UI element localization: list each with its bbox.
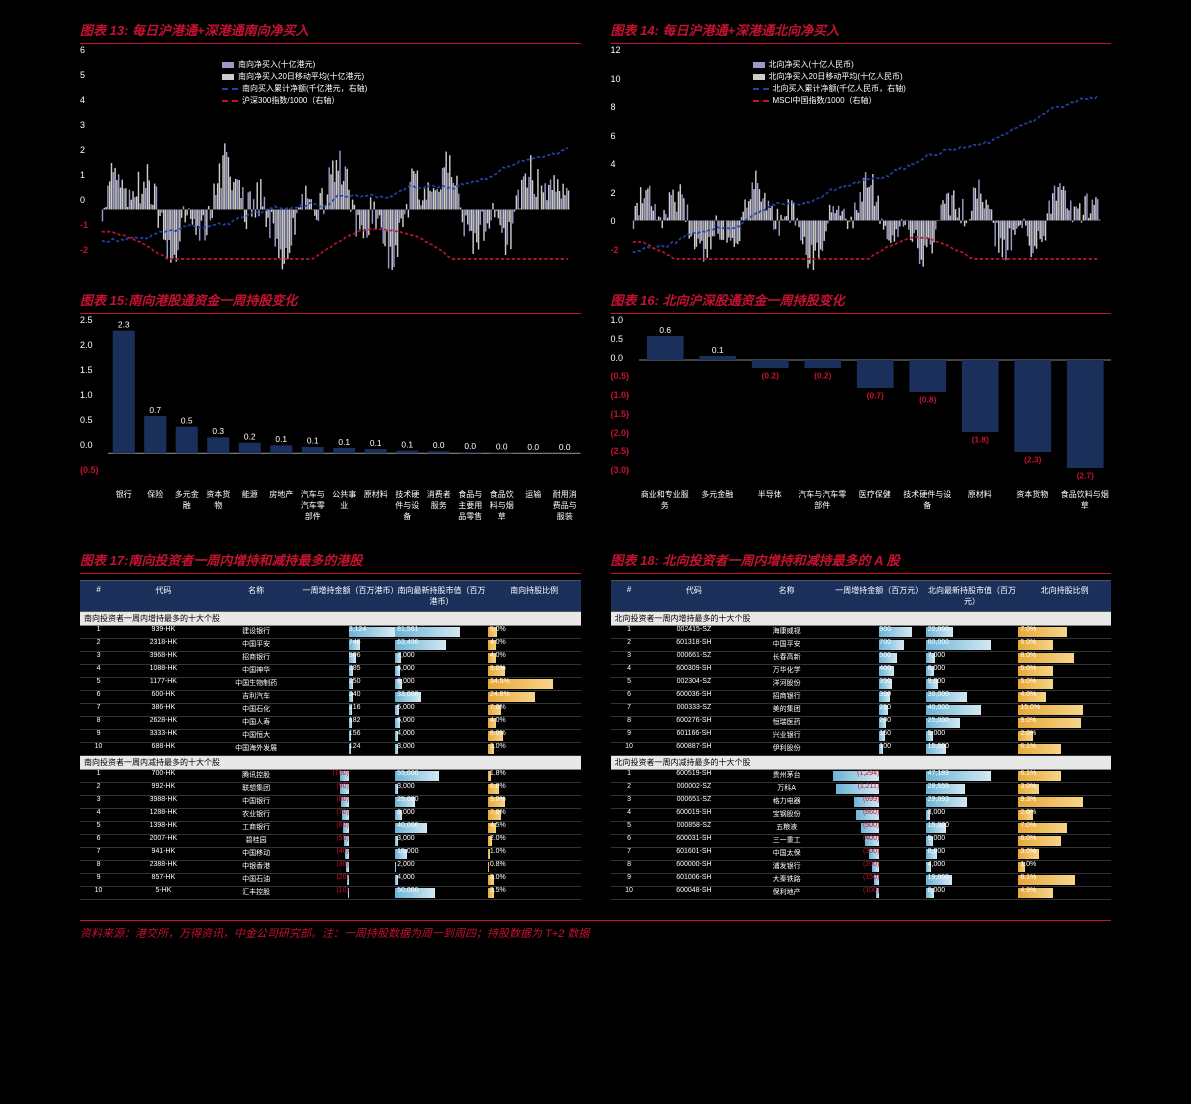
svg-text:(0.7): (0.7) <box>866 391 883 401</box>
chart-18-panel: 图表 18: 北向投资者一周内增持和减持最多的 A 股 #代码名称一周增持金额（… <box>611 550 1112 900</box>
chart-16-title: 图表 16: 北向沪深股通资金一周持股变化 <box>611 290 1112 314</box>
svg-text:(2.3): (2.3) <box>1024 455 1041 465</box>
table-row: 105-HK汇丰控股(10)50,0003.5% <box>80 887 581 900</box>
x-labels: 商业和专业服务多元金融半导体汽车与汽车零部件医疗保健技术硬件与设备原材料资本货物… <box>639 489 1112 511</box>
chart-17-table: #代码名称一周增持金额（百万港币）南向最新持股市值（百万港币）南向持股比例 南向… <box>80 580 581 900</box>
chart-15-svg: 2.3 0.7 0.5 0.3 0.2 0.1 0.1 0.1 0.1 0.1 0.0 0.0 0.0 0… <box>108 320 581 480</box>
table-row: 7941-HK中国移动(40)15,0001.0% <box>80 848 581 861</box>
table-row: 1002415-SZ海康威视90020,0007.0% <box>611 626 1112 639</box>
chart-17-title: 图表 17:南向投资者一周内增持和减持最多的港股 <box>80 550 581 574</box>
table-row: 41288-HK农业银行(70)8,0007.0% <box>80 809 581 822</box>
svg-text:0.1: 0.1 <box>401 439 413 449</box>
table-row: 4600309-SH万华化学4006,0005.0% <box>611 665 1112 678</box>
svg-text:0.0: 0.0 <box>496 442 508 452</box>
section-decrease: 北向投资者一周内减持最多的十大个股 <box>611 756 1112 770</box>
table-row: 6600036-SH招商银行30030,0004.0% <box>611 691 1112 704</box>
chart-14-title: 图表 14: 每日沪港通+深港通北向净买入 <box>611 20 1112 44</box>
chart-14-panel: 图表 14: 每日沪港通+深港通北向净买入 121086420-2 北向净买入(… <box>611 20 1112 270</box>
svg-text:2.3: 2.3 <box>118 320 130 329</box>
table-header: #代码名称一周增持金额（百万港币）南向最新持股市值（百万港币）南向持股比例 <box>80 580 581 612</box>
table-row: 33988-HK中国银行(80)25,0009.0% <box>80 796 581 809</box>
svg-text:0.1: 0.1 <box>307 436 319 446</box>
svg-text:0.0: 0.0 <box>433 440 445 450</box>
table-row: 6600-HK吉利汽车24033,00024.8% <box>80 691 581 704</box>
svg-text:0.7: 0.7 <box>149 405 161 415</box>
table-row: 2000002-SZ万科A(1,211)28,5553.0% <box>611 783 1112 796</box>
table-row: 1939-HK建设银行3,12481,5615.0% <box>80 626 581 639</box>
table-row: 2992-HK联想集团(90)3,0006.0% <box>80 783 581 796</box>
svg-text:0.1: 0.1 <box>275 434 287 444</box>
chart-16-panel: 图表 16: 北向沪深股通资金一周持股变化 1.00.50.0(0.5)(1.0… <box>611 290 1112 530</box>
svg-text:(0.8): (0.8) <box>919 395 936 405</box>
svg-text:0.5: 0.5 <box>181 415 193 425</box>
chart-15-panel: 图表 15:南向港股通资金一周持股变化 2.52.01.51.00.50.0(0… <box>80 290 581 530</box>
table-row: 3000651-SZ格力电器(699)29,8939.3% <box>611 796 1112 809</box>
section-increase: 北向投资者一周内增持最多的十大个股 <box>611 612 1112 626</box>
table-row: 7000333-SZ美的集团25040,00015.0% <box>611 704 1112 717</box>
table-row: 9601166-SH兴业银行1505,0002.0% <box>611 730 1112 743</box>
chart-18-title: 图表 18: 北向投资者一周内增持和减持最多的 A 股 <box>611 550 1112 574</box>
svg-text:(0.2): (0.2) <box>761 371 778 381</box>
table-row: 8600000-SH浦发银行(200)4,0001.0% <box>611 861 1112 874</box>
svg-text:(0.2): (0.2) <box>814 371 831 381</box>
table-row: 7601601-SH中国太保(300)8,0003.0% <box>611 848 1112 861</box>
svg-text:(1.8): (1.8) <box>971 435 988 445</box>
table-row: 51398-HK工商银行(60)40,0004.5% <box>80 822 581 835</box>
table-row: 9601006-SH大秦铁路(150)19,0008.1% <box>611 874 1112 887</box>
table-row: 3000661-SZ长春高新5007,0008.0% <box>611 652 1112 665</box>
table-row: 82388-HK中银香港(30)2,0000.8% <box>80 861 581 874</box>
table-row: 51177-HK中国生物制药2508,00034.5% <box>80 678 581 691</box>
table-row: 7386-HK中国石化2165,0007.0% <box>80 704 581 717</box>
svg-text:0.1: 0.1 <box>711 345 723 355</box>
table-row: 1600519-SH贵州茅台(1,294)47,1896.1% <box>611 770 1112 783</box>
table-row: 2601318-SH中国平安70060,0005.0% <box>611 639 1112 652</box>
section-increase: 南向投资者一周内增持最多的十大个股 <box>80 612 581 626</box>
table-row: 93333-HK中国恒大1564,0008.0% <box>80 730 581 743</box>
table-row: 10600887-SH伊利股份10015,0006.1% <box>611 743 1112 756</box>
source-note: 资料来源：港交所，万得资讯，中金公司研究部。注：一周持股数据为周一到周四；持股数… <box>80 920 1111 941</box>
chart-14-legend: 北向净买入(十亿人民币)北向净买入20日移动平均(十亿人民币)北向买入累计净额(… <box>751 56 908 109</box>
table-row: 5000858-SZ五粮液(500)15,0007.0% <box>611 822 1112 835</box>
chart-15-title: 图表 15:南向港股通资金一周持股变化 <box>80 290 581 314</box>
svg-text:0.1: 0.1 <box>338 437 350 447</box>
chart-13-body: 6543210-1-2 南向净买入(十亿港元)南向净买入20日移动平均(十亿港元… <box>80 50 581 270</box>
chart-18-table: #代码名称一周增持金额（百万元）北向最新持股市值（百万元）北向持股比例 北向投资… <box>611 580 1112 900</box>
chart-14-body: 121086420-2 北向净买入(十亿人民币)北向净买入20日移动平均(十亿人… <box>611 50 1112 270</box>
chart-17-panel: 图表 17:南向投资者一周内增持和减持最多的港股 #代码名称一周增持金额（百万港… <box>80 550 581 900</box>
table-row: 4600019-SH宝钢股份(660)3,0002.0% <box>611 809 1112 822</box>
svg-text:0.6: 0.6 <box>659 325 671 335</box>
table-row: 33968-HK招商银行5067,0004.0% <box>80 652 581 665</box>
table-row: 62007-HK碧桂园(50)3,0002.0% <box>80 835 581 848</box>
svg-text:0.3: 0.3 <box>212 426 224 436</box>
table-row: 82628-HK中国人寿1826,0004.0% <box>80 717 581 730</box>
table-row: 10688-HK中国海外发展1243,0003.0% <box>80 743 581 756</box>
chart-13-panel: 图表 13: 每日沪港通+深港通南向净买入 6543210-1-2 南向净买入(… <box>80 20 581 270</box>
chart-16-svg: 0.6 0.1 (0.2) (0.2) (0.7) (0.8) (1.8) (2.3) (2.7… <box>639 320 1112 480</box>
chart-13-title: 图表 13: 每日沪港通+深港通南向净买入 <box>80 20 581 44</box>
svg-text:0.0: 0.0 <box>527 442 539 452</box>
table-header: #代码名称一周增持金额（百万元）北向最新持股市值（百万元）北向持股比例 <box>611 580 1112 612</box>
svg-text:0.0: 0.0 <box>464 441 476 451</box>
chart-16-body: 1.00.50.0(0.5)(1.0)(1.5)(2.0)(2.5)(3.0) … <box>611 320 1112 530</box>
svg-text:(2.7): (2.7) <box>1076 471 1093 480</box>
table-row: 6600031-SH三一重工(400)5,0006.0% <box>611 835 1112 848</box>
svg-text:0.2: 0.2 <box>244 431 256 441</box>
chart-15-body: 2.52.01.51.00.50.0(0.5) 2.30.70.50.30.20… <box>80 320 581 530</box>
x-labels: 银行保险多元金融资本货物能源房地产汽车与汽车零部件公共事业原材料技术硬件与设备消… <box>108 489 581 522</box>
table-row: 10600048-SH保利地产(100)6,0004.9% <box>611 887 1112 900</box>
section-decrease: 南向投资者一周内减持最多的十大个股 <box>80 756 581 770</box>
table-row: 9857-HK中国石油(20)4,0003.0% <box>80 874 581 887</box>
svg-text:0.0: 0.0 <box>559 442 571 452</box>
table-row: 5002304-SZ洋河股份3509,0005.0% <box>611 678 1112 691</box>
svg-text:0.1: 0.1 <box>370 438 382 448</box>
table-row: 1700-HK腾讯控股(100)55,0001.8% <box>80 770 581 783</box>
chart-13-legend: 南向净买入(十亿港元)南向净买入20日移动平均(十亿港元)南向买入累计净额(千亿… <box>220 56 369 109</box>
table-row: 41088-HK中国神华2856,0009.0% <box>80 665 581 678</box>
table-row: 8600276-SH恒瑞医药20025,0009.0% <box>611 717 1112 730</box>
table-row: 22318-HK中国平安74663,4964.0% <box>80 639 581 652</box>
